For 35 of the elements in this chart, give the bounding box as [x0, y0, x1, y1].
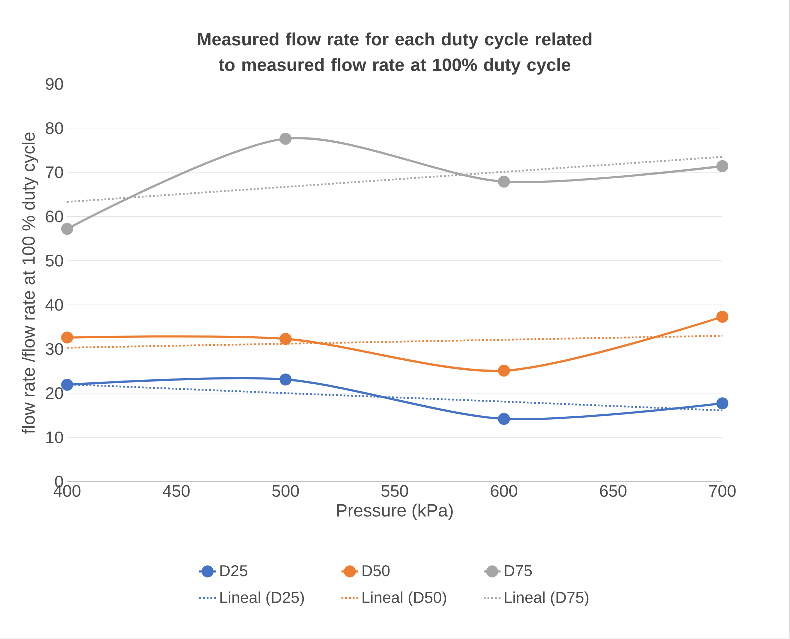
point	[716, 311, 729, 324]
y-tick-label: 70	[46, 166, 64, 179]
point	[61, 332, 74, 344]
legend-label: D75	[505, 566, 532, 577]
point	[280, 374, 292, 386]
point	[498, 365, 510, 378]
point	[716, 160, 729, 172]
x-tick-label: 500	[272, 485, 300, 498]
legend-label: Lineal (D25)	[220, 592, 304, 606]
x-tick-label: 550	[382, 485, 408, 498]
y-tick-label: 40	[46, 299, 64, 312]
point	[280, 133, 292, 146]
y-tick-label: 10	[46, 432, 64, 444]
y-tick-label: 50	[46, 255, 64, 267]
x-axis-title: Pressure (kPa)	[337, 504, 453, 520]
y-tick-label: 90	[46, 78, 64, 90]
point	[716, 398, 729, 410]
point	[498, 413, 510, 426]
y-tick-label: 30	[46, 343, 64, 356]
x-tick-label: 600	[491, 485, 518, 498]
y-axis-title: flow rate /flow rate at 100 % duty cycle	[22, 132, 39, 434]
x-tick-label: 650	[600, 485, 627, 498]
point	[280, 333, 292, 346]
chart-title: Measured flow rate for each duty cycle related to measured flow rate at 100% duty cycle	[198, 32, 592, 75]
legend-label: Lineal (D75)	[505, 592, 589, 606]
y-tick-label: 60	[46, 210, 64, 223]
y-tick-label: 80	[46, 122, 64, 134]
y-tick-label: 20	[46, 388, 64, 400]
point	[61, 223, 74, 236]
x-tick-label: 700	[710, 485, 736, 498]
x-tick-label: 450	[163, 485, 190, 498]
point	[498, 176, 510, 188]
legend-label: Lineal (D50)	[362, 592, 446, 606]
legend-label: D25	[220, 566, 248, 577]
legend-label: D50	[362, 566, 390, 577]
